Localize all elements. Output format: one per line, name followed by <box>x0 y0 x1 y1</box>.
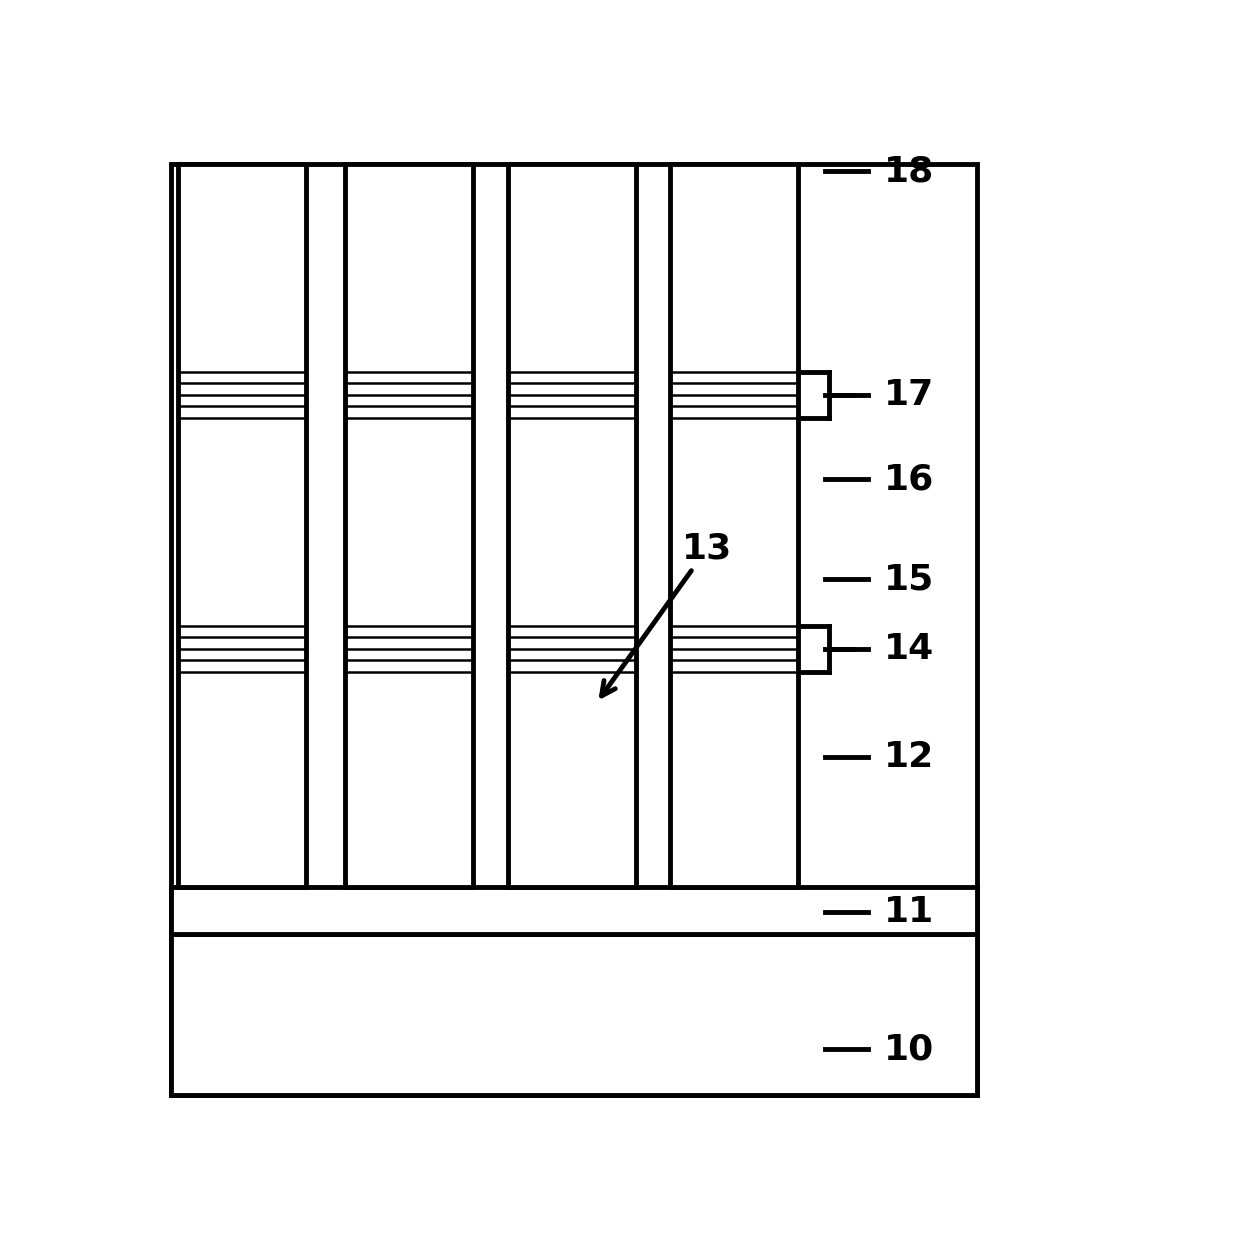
Bar <box>671 163 799 887</box>
Text: 14: 14 <box>883 631 934 665</box>
Text: 12: 12 <box>883 740 934 774</box>
Text: 17: 17 <box>883 378 934 412</box>
Bar <box>171 934 977 1096</box>
Text: 10: 10 <box>883 1032 934 1066</box>
Text: 13: 13 <box>601 532 733 696</box>
Bar <box>507 163 635 887</box>
Text: 15: 15 <box>883 563 934 597</box>
Bar <box>171 887 977 934</box>
Text: 18: 18 <box>883 155 934 188</box>
Text: 11: 11 <box>883 895 934 929</box>
Text: 16: 16 <box>883 462 934 497</box>
Bar <box>179 163 306 887</box>
Bar <box>345 163 472 887</box>
Bar <box>171 163 977 1096</box>
